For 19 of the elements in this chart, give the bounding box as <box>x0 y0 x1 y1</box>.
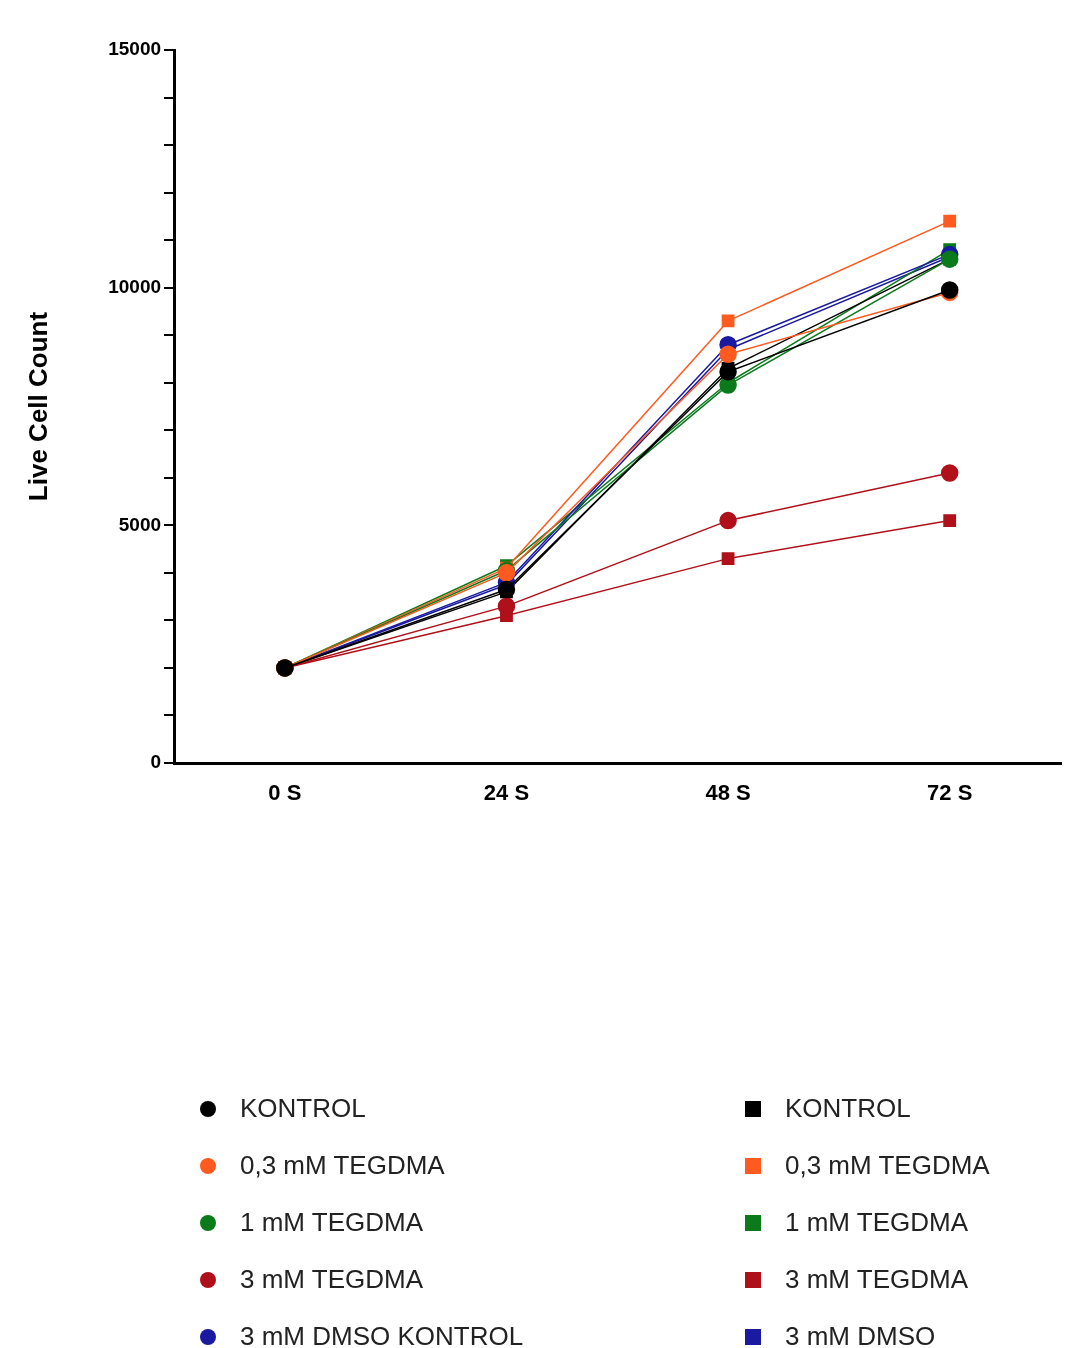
legend-label: KONTROL <box>240 1093 366 1124</box>
x-tick-label: 72 S <box>927 780 973 806</box>
x-tick-label: 0 S <box>268 780 302 806</box>
y-tick-label: 15000 <box>108 38 162 60</box>
legend-label: 1 mM TEGDMA <box>240 1207 423 1238</box>
legend-label: 1 mM TEGDMA <box>785 1207 968 1238</box>
x-tick-label: 24 S <box>483 780 530 806</box>
legend-label: 0,3 mM TEGDMA <box>240 1150 445 1181</box>
legend-label: 3 mM TEGDMA <box>240 1264 423 1295</box>
legend-label: 0,3 mM TEGDMA <box>785 1150 990 1181</box>
legend-label: 3 mM DMSO <box>785 1321 936 1348</box>
legend-label: KONTROL <box>785 1093 911 1124</box>
x-tick-label: 48 S <box>705 780 751 806</box>
legend-label: 3 mM TEGDMA <box>785 1264 968 1295</box>
y-axis-title: Live Cell Count <box>22 311 53 502</box>
y-tick-label: 0 <box>150 751 162 773</box>
y-tick-label: 10000 <box>108 275 162 297</box>
legend-label: 3 mM DMSO KONTROL <box>240 1321 524 1348</box>
y-tick-label: 5000 <box>118 513 162 535</box>
